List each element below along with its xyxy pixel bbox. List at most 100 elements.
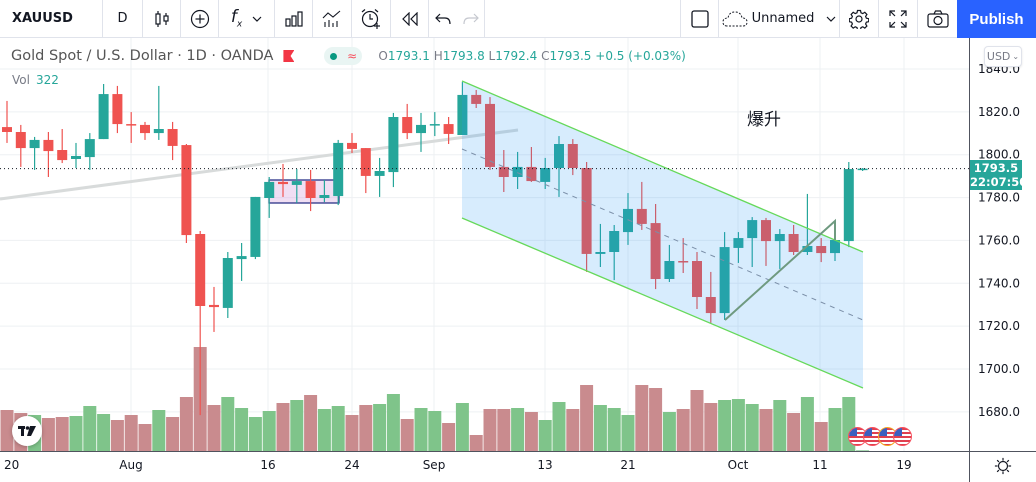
- candle-body: [802, 246, 813, 253]
- economic-events[interactable]: [848, 427, 912, 446]
- candle: [305, 169, 316, 212]
- high-value: 1793.8: [442, 49, 485, 63]
- candle-body: [319, 195, 330, 199]
- volume-bar: [676, 409, 690, 451]
- top-toolbar: XAUUSD D fx Unnamed Publis: [0, 0, 1036, 38]
- candle: [84, 133, 95, 170]
- close-value: 1793.5: [549, 49, 592, 63]
- breakout-path-line[interactable]: [724, 218, 836, 321]
- candle-body: [333, 142, 344, 197]
- candle-body: [153, 129, 164, 134]
- interval-button[interactable]: D: [103, 0, 143, 38]
- candle-body: [402, 117, 413, 134]
- candle: [222, 252, 233, 319]
- candle: [374, 157, 385, 197]
- time-axis[interactable]: 20 Aug 16 24 Sep 13 21 Oct 11 19: [4, 458, 912, 472]
- candle: [278, 163, 288, 197]
- channel-lower-line[interactable]: [461, 217, 864, 389]
- candle-body: [692, 261, 702, 298]
- candle-body: [305, 181, 316, 199]
- snapshot-button[interactable]: [918, 0, 957, 38]
- candles-icon: [154, 10, 169, 27]
- candle-body: [291, 181, 302, 185]
- candle-body: [512, 166, 523, 178]
- volume-bar: [552, 402, 566, 451]
- select-layout-button[interactable]: [681, 0, 719, 38]
- candle-body: [222, 258, 233, 308]
- volume-bar: [690, 390, 704, 451]
- volume-bar: [773, 400, 787, 451]
- time-tick-label: 20: [4, 458, 19, 472]
- candle-body: [788, 234, 799, 253]
- redo-button[interactable]: [457, 0, 485, 38]
- candle-body: [761, 220, 771, 242]
- volume-bar: [290, 400, 304, 451]
- parallel-channel[interactable]: [461, 80, 864, 389]
- flag-icon[interactable]: [283, 50, 295, 62]
- compare-button[interactable]: [181, 0, 219, 38]
- volume-bar: [580, 385, 594, 451]
- alert-button[interactable]: [352, 0, 391, 38]
- candle: [43, 132, 54, 178]
- high-label: H: [433, 49, 443, 63]
- open-label: O: [378, 49, 388, 63]
- legend-title[interactable]: Gold Spot / U.S. Dollar · 1D · OANDA: [11, 48, 274, 64]
- channel-mid-line[interactable]: [461, 148, 864, 321]
- volume-bar: [83, 406, 97, 451]
- price-tick-label: 1720.0: [978, 319, 1020, 333]
- currency-dropdown[interactable]: USD ⌄: [984, 46, 1022, 67]
- candle: [705, 271, 716, 323]
- market-status-pill[interactable]: ≈: [324, 47, 363, 65]
- tradingview-logo[interactable]: TV: [12, 416, 42, 446]
- candle: [443, 117, 454, 145]
- candle: [457, 82, 468, 136]
- undo-button[interactable]: [429, 0, 457, 38]
- indicators-button[interactable]: fx: [219, 0, 275, 38]
- symbol-search-button[interactable]: XAUUSD: [0, 0, 103, 38]
- replay-button[interactable]: [391, 0, 429, 38]
- candle: [512, 151, 523, 190]
- candle-body: [554, 144, 564, 169]
- settings-button[interactable]: [840, 0, 879, 38]
- volume-bar: [566, 409, 580, 451]
- us-flag-event-icon[interactable]: [893, 427, 912, 446]
- chart-type-button[interactable]: [143, 0, 181, 38]
- volume-bar: [662, 412, 676, 451]
- candle: [774, 229, 785, 269]
- gear-icon: [849, 9, 869, 29]
- candle: [857, 168, 868, 172]
- candle-body: [526, 166, 537, 182]
- volume-bar: [759, 409, 773, 451]
- axis-settings-icon[interactable]: [994, 457, 1012, 475]
- price-tick-label: 1820.0: [978, 105, 1020, 119]
- chart-annotation-text[interactable]: 爆升: [747, 110, 781, 130]
- candle: [209, 286, 219, 332]
- volume-bar: [69, 416, 83, 451]
- financials-button[interactable]: [275, 0, 313, 38]
- candle: [636, 181, 647, 230]
- candle-body: [857, 168, 868, 171]
- open-value: 1793.1: [387, 49, 430, 63]
- volume-bar: [828, 408, 842, 451]
- candle-body: [57, 150, 68, 161]
- cloud-icon: [722, 10, 748, 26]
- volume-bar: [856, 450, 870, 451]
- fullscreen-button[interactable]: [879, 0, 918, 38]
- candle-body: [360, 148, 371, 176]
- volume-bar: [235, 408, 249, 451]
- candle-body: [567, 144, 578, 169]
- channel-upper-line[interactable]: [461, 80, 864, 253]
- candle-body: [84, 139, 95, 158]
- volume-legend[interactable]: Vol 322: [12, 73, 59, 87]
- price-axis[interactable]: 1840.01820.01800.01780.01760.01740.01720…: [978, 62, 1020, 419]
- candle-body: [347, 142, 357, 149]
- time-tick-label: Sep: [423, 458, 446, 472]
- trend-line-gray[interactable]: [0, 128, 519, 201]
- alert-icon: [361, 8, 380, 29]
- layout-name-button[interactable]: Unnamed: [719, 0, 840, 38]
- time-tick-label: 24: [344, 458, 359, 472]
- templates-button[interactable]: [313, 0, 352, 38]
- add-symbol-icon: [190, 9, 209, 28]
- publish-button[interactable]: Publish: [957, 0, 1036, 38]
